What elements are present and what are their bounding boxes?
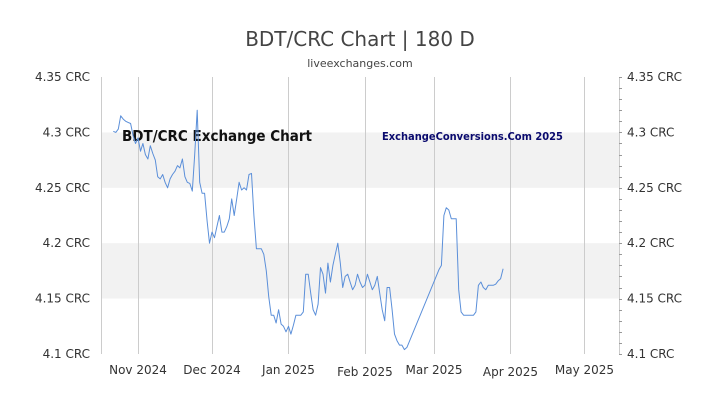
x-tick-label: May 2025 [555, 363, 614, 377]
x-tick-label: Apr 2025 [483, 365, 538, 379]
x-tick-label: Nov 2024 [109, 363, 167, 377]
series-group [113, 109, 504, 351]
chart-source: liveexchanges.com [307, 57, 412, 70]
series-line [113, 109, 504, 351]
y-axis-right: 4.35 CRC 4.3 CRC 4.25 CRC 4.2 CRC 4.15 CRC 4.… [619, 70, 682, 361]
watermark-left: BDT/CRC Exchange Chart [122, 127, 313, 145]
band [101, 243, 619, 299]
y-tick-label-left: 4.25 CRC [35, 181, 90, 195]
y-tick-label-right: 4.25 CRC [627, 181, 682, 195]
y-tick-label-left: 4.1 CRC [43, 347, 90, 361]
y-tick-label-left: 4.2 CRC [43, 236, 90, 250]
band [101, 132, 619, 188]
y-tick-label-left: 4.35 CRC [35, 70, 90, 84]
x-axis: Nov 2024 Dec 2024 Jan 2025 Feb 2025 Mar 2025… [109, 363, 614, 379]
chart-title: BDT/CRC Chart | 180 D [245, 27, 475, 51]
y-tick-label-right: 4.2 CRC [627, 236, 674, 250]
y-tick-label-right: 4.3 CRC [627, 125, 674, 139]
y-axis-left: 4.35 CRC 4.3 CRC 4.25 CRC 4.2 CRC 4.15 CRC 4.… [35, 70, 90, 361]
y-tick-label-left: 4.15 CRC [35, 292, 90, 306]
grid-lines [101, 77, 620, 354]
y-tick-label-right: 4.1 CRC [627, 347, 674, 361]
watermark-right: ExchangeConversions.Com 2025 [382, 130, 563, 143]
plot-background [101, 132, 619, 299]
x-tick-label: Jan 2025 [261, 363, 315, 377]
x-tick-label: Feb 2025 [337, 365, 393, 379]
y-tick-label-left: 4.3 CRC [43, 125, 90, 139]
x-tick-label: Mar 2025 [406, 363, 463, 377]
y-tick-label-right: 4.15 CRC [627, 292, 682, 306]
x-tick-label: Dec 2024 [183, 363, 241, 377]
y-tick-label-right: 4.35 CRC [627, 70, 682, 84]
